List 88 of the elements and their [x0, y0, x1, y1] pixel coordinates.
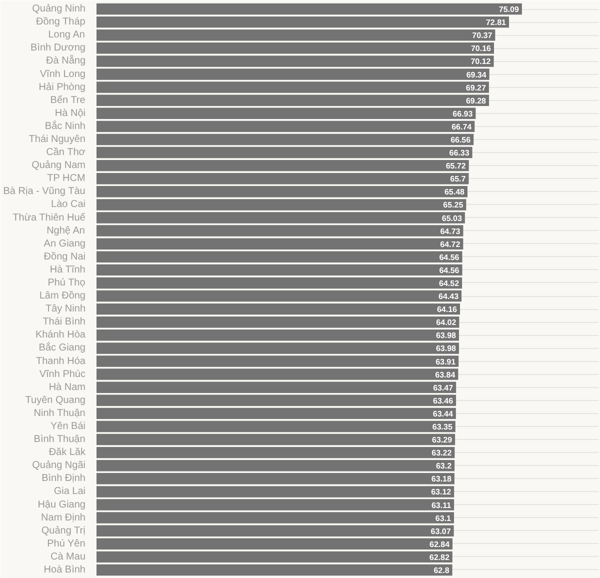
data-label: 65.72 [446, 162, 466, 171]
y-tick-label: Quảng Ninh [32, 4, 86, 15]
data-label: 62.82 [429, 552, 450, 562]
y-tick-label: Thái Bình [42, 316, 86, 328]
y-tick-label: Gia Lai [54, 486, 86, 498]
data-label: 64.72 [440, 240, 461, 249]
data-label: 63.35 [432, 422, 453, 432]
y-tick-label: Hậu Giang [38, 499, 86, 510]
y-tick-label: Tây Ninh [45, 304, 86, 315]
y-tick-label: Phú Thọ [48, 277, 86, 288]
y-tick-label: Bình Định [42, 473, 86, 484]
data-label: 70.16 [470, 44, 492, 54]
y-tick-label: Quảng Ngãi [32, 460, 86, 472]
data-label: 66.93 [452, 109, 474, 118]
data-label: 63.29 [432, 436, 453, 445]
data-label: 64.16 [436, 305, 458, 314]
data-label: 62.8 [434, 566, 450, 575]
data-label: 64.73 [440, 226, 461, 236]
y-tick-label: Yên Bái [50, 420, 86, 432]
y-tick-label: Đăk Lăk [48, 447, 86, 458]
data-label: 64.43 [438, 292, 460, 302]
y-tick-label: Vĩnh Long [40, 68, 86, 80]
y-tick-label: Quảng Trị [41, 525, 86, 536]
y-tick-label: Hoà Bình [44, 564, 86, 576]
data-label: 65.25 [443, 200, 464, 210]
y-tick-label: Ninh Thuận [34, 408, 86, 419]
y-tick-label: Tuyên Quang [25, 394, 86, 406]
y-tick-label: Cà Mau [50, 551, 86, 562]
data-label: 63.22 [432, 448, 452, 458]
data-label: 62.84 [430, 540, 450, 549]
y-tick-label: Đồng Nai [44, 251, 86, 262]
data-label: 64.56 [439, 266, 460, 275]
data-label: 63.91 [436, 357, 456, 366]
y-tick-label: Bình Thuận [34, 434, 86, 446]
y-tick-label: Bà Rịa - Vũng Tàu [3, 186, 86, 198]
data-label: 63.12 [431, 488, 452, 497]
data-label: 69.34 [466, 70, 487, 80]
y-tick-label: Phú Yên [47, 538, 86, 550]
y-tick-label: Lào Cai [51, 199, 86, 210]
y-tick-label: Lâm Đồng [39, 290, 86, 302]
y-tick-label: Hà Nam [48, 382, 86, 393]
data-label: 69.27 [466, 83, 486, 92]
data-label: 63.11 [431, 500, 452, 510]
y-tick-label: Bến Tre [50, 94, 86, 106]
data-label: 65.03 [442, 214, 462, 223]
data-label: 72.81 [486, 18, 507, 28]
data-label: 66.33 [449, 148, 470, 158]
data-label: 63.47 [433, 383, 454, 392]
data-label: 63.18 [431, 474, 452, 484]
data-label: 64.52 [439, 278, 460, 288]
data-label: 63.84 [435, 370, 456, 380]
y-tick-label: Hà Tĩnh [50, 264, 86, 276]
data-label: 65.48 [444, 188, 466, 197]
data-label: 70.12 [470, 57, 492, 66]
data-label: 64.02 [436, 318, 457, 328]
data-label: 66.56 [450, 135, 472, 144]
y-tick-label: Thừa Thiên Huế [12, 212, 86, 224]
data-label: 63.98 [436, 344, 457, 354]
data-label: 66.74 [452, 122, 472, 132]
y-tick-label: Nghệ An [46, 225, 85, 236]
y-tick-label: Quảng Nam [32, 160, 86, 172]
y-tick-label: TP HCM [47, 173, 86, 184]
data-label: 63.46 [433, 396, 454, 406]
data-label: 63.2 [436, 462, 452, 471]
data-label: 75.09 [498, 5, 520, 14]
y-tick-label: Bắc Giang [38, 342, 86, 354]
y-tick-label: Thái Nguyên [28, 134, 86, 145]
y-tick-label: Bắc Ninh [44, 120, 86, 132]
y-tick-label: Cần Thơ [46, 147, 86, 158]
data-label: 64.56 [439, 252, 460, 262]
data-label: 63.07 [430, 526, 452, 536]
y-tick-label: Khánh Hòa [35, 330, 86, 341]
y-tick-label: Hà Nội [54, 108, 86, 119]
data-label: 63.1 [435, 514, 452, 523]
y-tick-label: Vĩnh Phúc [39, 368, 86, 380]
data-label: 63.98 [436, 331, 457, 340]
y-tick-label: Hải Phòng [38, 82, 86, 93]
y-tick-label: Nam Định [41, 512, 86, 524]
y-tick-label: Bình Dương [30, 42, 86, 54]
data-label: 69.28 [466, 96, 487, 106]
data-label: 70.37 [472, 31, 493, 40]
y-tick-label: Đồng Tháp [36, 16, 86, 28]
data-label: 65.7 [450, 174, 466, 184]
data-label: 63.44 [432, 409, 454, 418]
y-tick-label: Đà Nẵng [46, 54, 86, 67]
y-tick-label: Thanh Hóa [36, 356, 86, 367]
y-tick-label: Long An [48, 30, 85, 41]
y-tick-label: An Giang [44, 238, 86, 250]
